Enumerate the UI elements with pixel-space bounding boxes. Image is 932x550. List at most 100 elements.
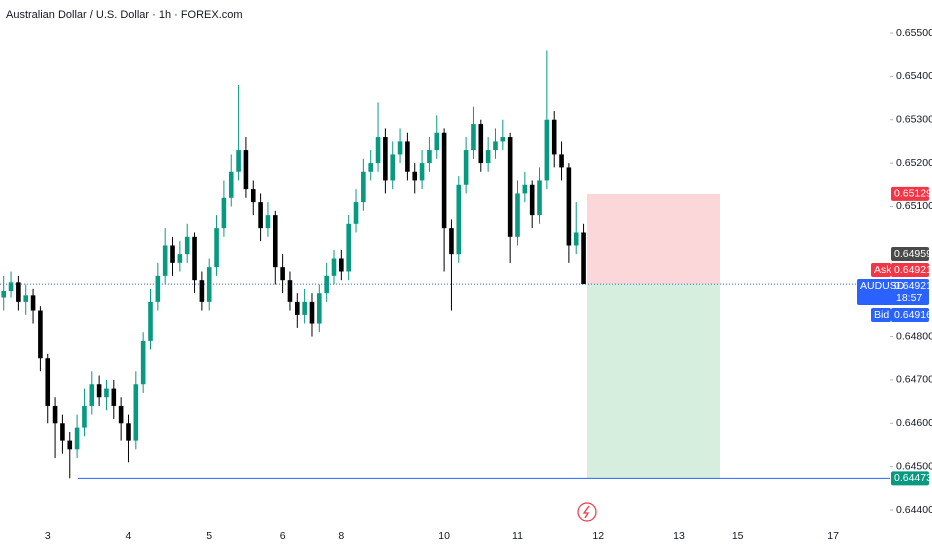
x-tick-label: 8 — [338, 530, 344, 542]
x-tick-label: 5 — [206, 530, 212, 542]
symbol-bg — [857, 279, 929, 305]
ask-label: Ask — [874, 264, 892, 276]
candle-body — [405, 141, 410, 172]
chart-title: Australian Dollar / U.S. Dollar · 1h · F… — [6, 9, 243, 21]
x-tick-label: 12 — [592, 530, 604, 542]
candle-body — [551, 119, 557, 155]
candle-body — [478, 124, 484, 164]
bid-price-bg — [891, 308, 929, 322]
candle-body — [434, 132, 440, 151]
x-tick-label: 4 — [126, 530, 132, 542]
candle-body — [339, 258, 344, 272]
candle-body — [441, 132, 447, 229]
candle-body — [573, 232, 579, 246]
candle-body — [390, 154, 396, 181]
candle-body — [302, 301, 307, 315]
bid-price: 0.64916 — [894, 309, 932, 321]
candle-body — [228, 171, 234, 198]
y-tick-label: 0.65200 — [896, 157, 932, 169]
candle-body — [60, 423, 65, 441]
replay-icon[interactable] — [577, 502, 597, 522]
candle-body — [67, 440, 73, 450]
candle-body — [96, 384, 102, 398]
candle-body — [265, 215, 271, 229]
bid-label-bg — [871, 308, 891, 322]
candle-body — [449, 228, 454, 255]
candle-body — [118, 405, 124, 424]
candle-body — [221, 197, 227, 229]
candle-body — [463, 150, 469, 185]
target-price-bg — [891, 471, 929, 486]
candle-body — [485, 150, 491, 164]
candle-body — [1, 291, 6, 298]
countdown: 18:57 — [896, 292, 922, 304]
candle-body — [111, 388, 117, 406]
ask-label-bg — [871, 263, 891, 277]
candle-body — [177, 254, 183, 263]
y-tick-label: 0.64700 — [896, 374, 932, 386]
candle-body — [346, 223, 351, 272]
candle-body — [324, 275, 329, 294]
candle-body — [500, 137, 506, 142]
candle-body — [206, 267, 212, 302]
candle-body — [89, 384, 95, 406]
candle-body — [272, 215, 278, 268]
candle-body — [515, 193, 520, 237]
candle-body — [537, 180, 542, 216]
y-tick-label: 0.65100 — [896, 200, 932, 212]
y-tick-label: 0.65300 — [896, 114, 932, 126]
ask-price-bg — [891, 263, 929, 277]
x-tick-label: 13 — [673, 530, 685, 542]
candle-body — [383, 137, 388, 181]
candle-body — [214, 228, 219, 268]
candle-body — [258, 202, 263, 229]
candle-body — [507, 137, 513, 237]
candle-body — [45, 358, 51, 406]
candle-body — [529, 184, 535, 216]
candle-body — [544, 119, 550, 181]
candle-body — [309, 301, 315, 324]
candle-body — [140, 340, 146, 385]
candle-body — [581, 232, 586, 285]
stop-zone — [587, 193, 720, 285]
candle-body — [23, 295, 29, 302]
symbol-price: 0.64921 — [894, 280, 932, 292]
candle-body — [522, 184, 528, 194]
marker-price-bg — [891, 247, 929, 261]
candle-body — [30, 295, 36, 311]
target-price: 0.64473 — [894, 472, 932, 484]
candle-body — [52, 405, 58, 424]
candle-body — [368, 163, 373, 172]
candle-body — [162, 245, 168, 276]
candle-body — [199, 280, 205, 302]
candle-body — [192, 236, 197, 281]
candle-body — [353, 202, 359, 224]
candle-body — [331, 258, 337, 276]
candle-body — [155, 275, 161, 302]
candle-body — [8, 282, 14, 292]
candle-body — [16, 282, 21, 302]
y-tick-label: 0.65500 — [896, 27, 932, 39]
candle-body — [38, 310, 43, 359]
marker-price: 0.64959 — [894, 248, 932, 260]
candle-body — [493, 141, 498, 151]
candle-body — [427, 150, 432, 164]
x-tick-label: 15 — [732, 530, 744, 542]
x-tick-label: 10 — [438, 530, 450, 542]
stop-price: 0.65129 — [894, 188, 932, 200]
candle-body — [295, 301, 300, 315]
candle-body — [412, 171, 418, 181]
candle-body — [236, 150, 241, 172]
symbol-label: AUDUSD — [860, 280, 905, 292]
candle-body — [74, 427, 80, 450]
candle-body — [317, 293, 322, 324]
y-tick-label: 0.64400 — [896, 504, 932, 516]
stop-price-bg — [891, 186, 929, 201]
candle-body — [126, 423, 131, 441]
candle-body — [471, 124, 476, 151]
candle-body — [559, 154, 564, 168]
candle-body — [280, 267, 285, 281]
candle-body — [82, 405, 87, 428]
candle-body — [243, 150, 249, 190]
